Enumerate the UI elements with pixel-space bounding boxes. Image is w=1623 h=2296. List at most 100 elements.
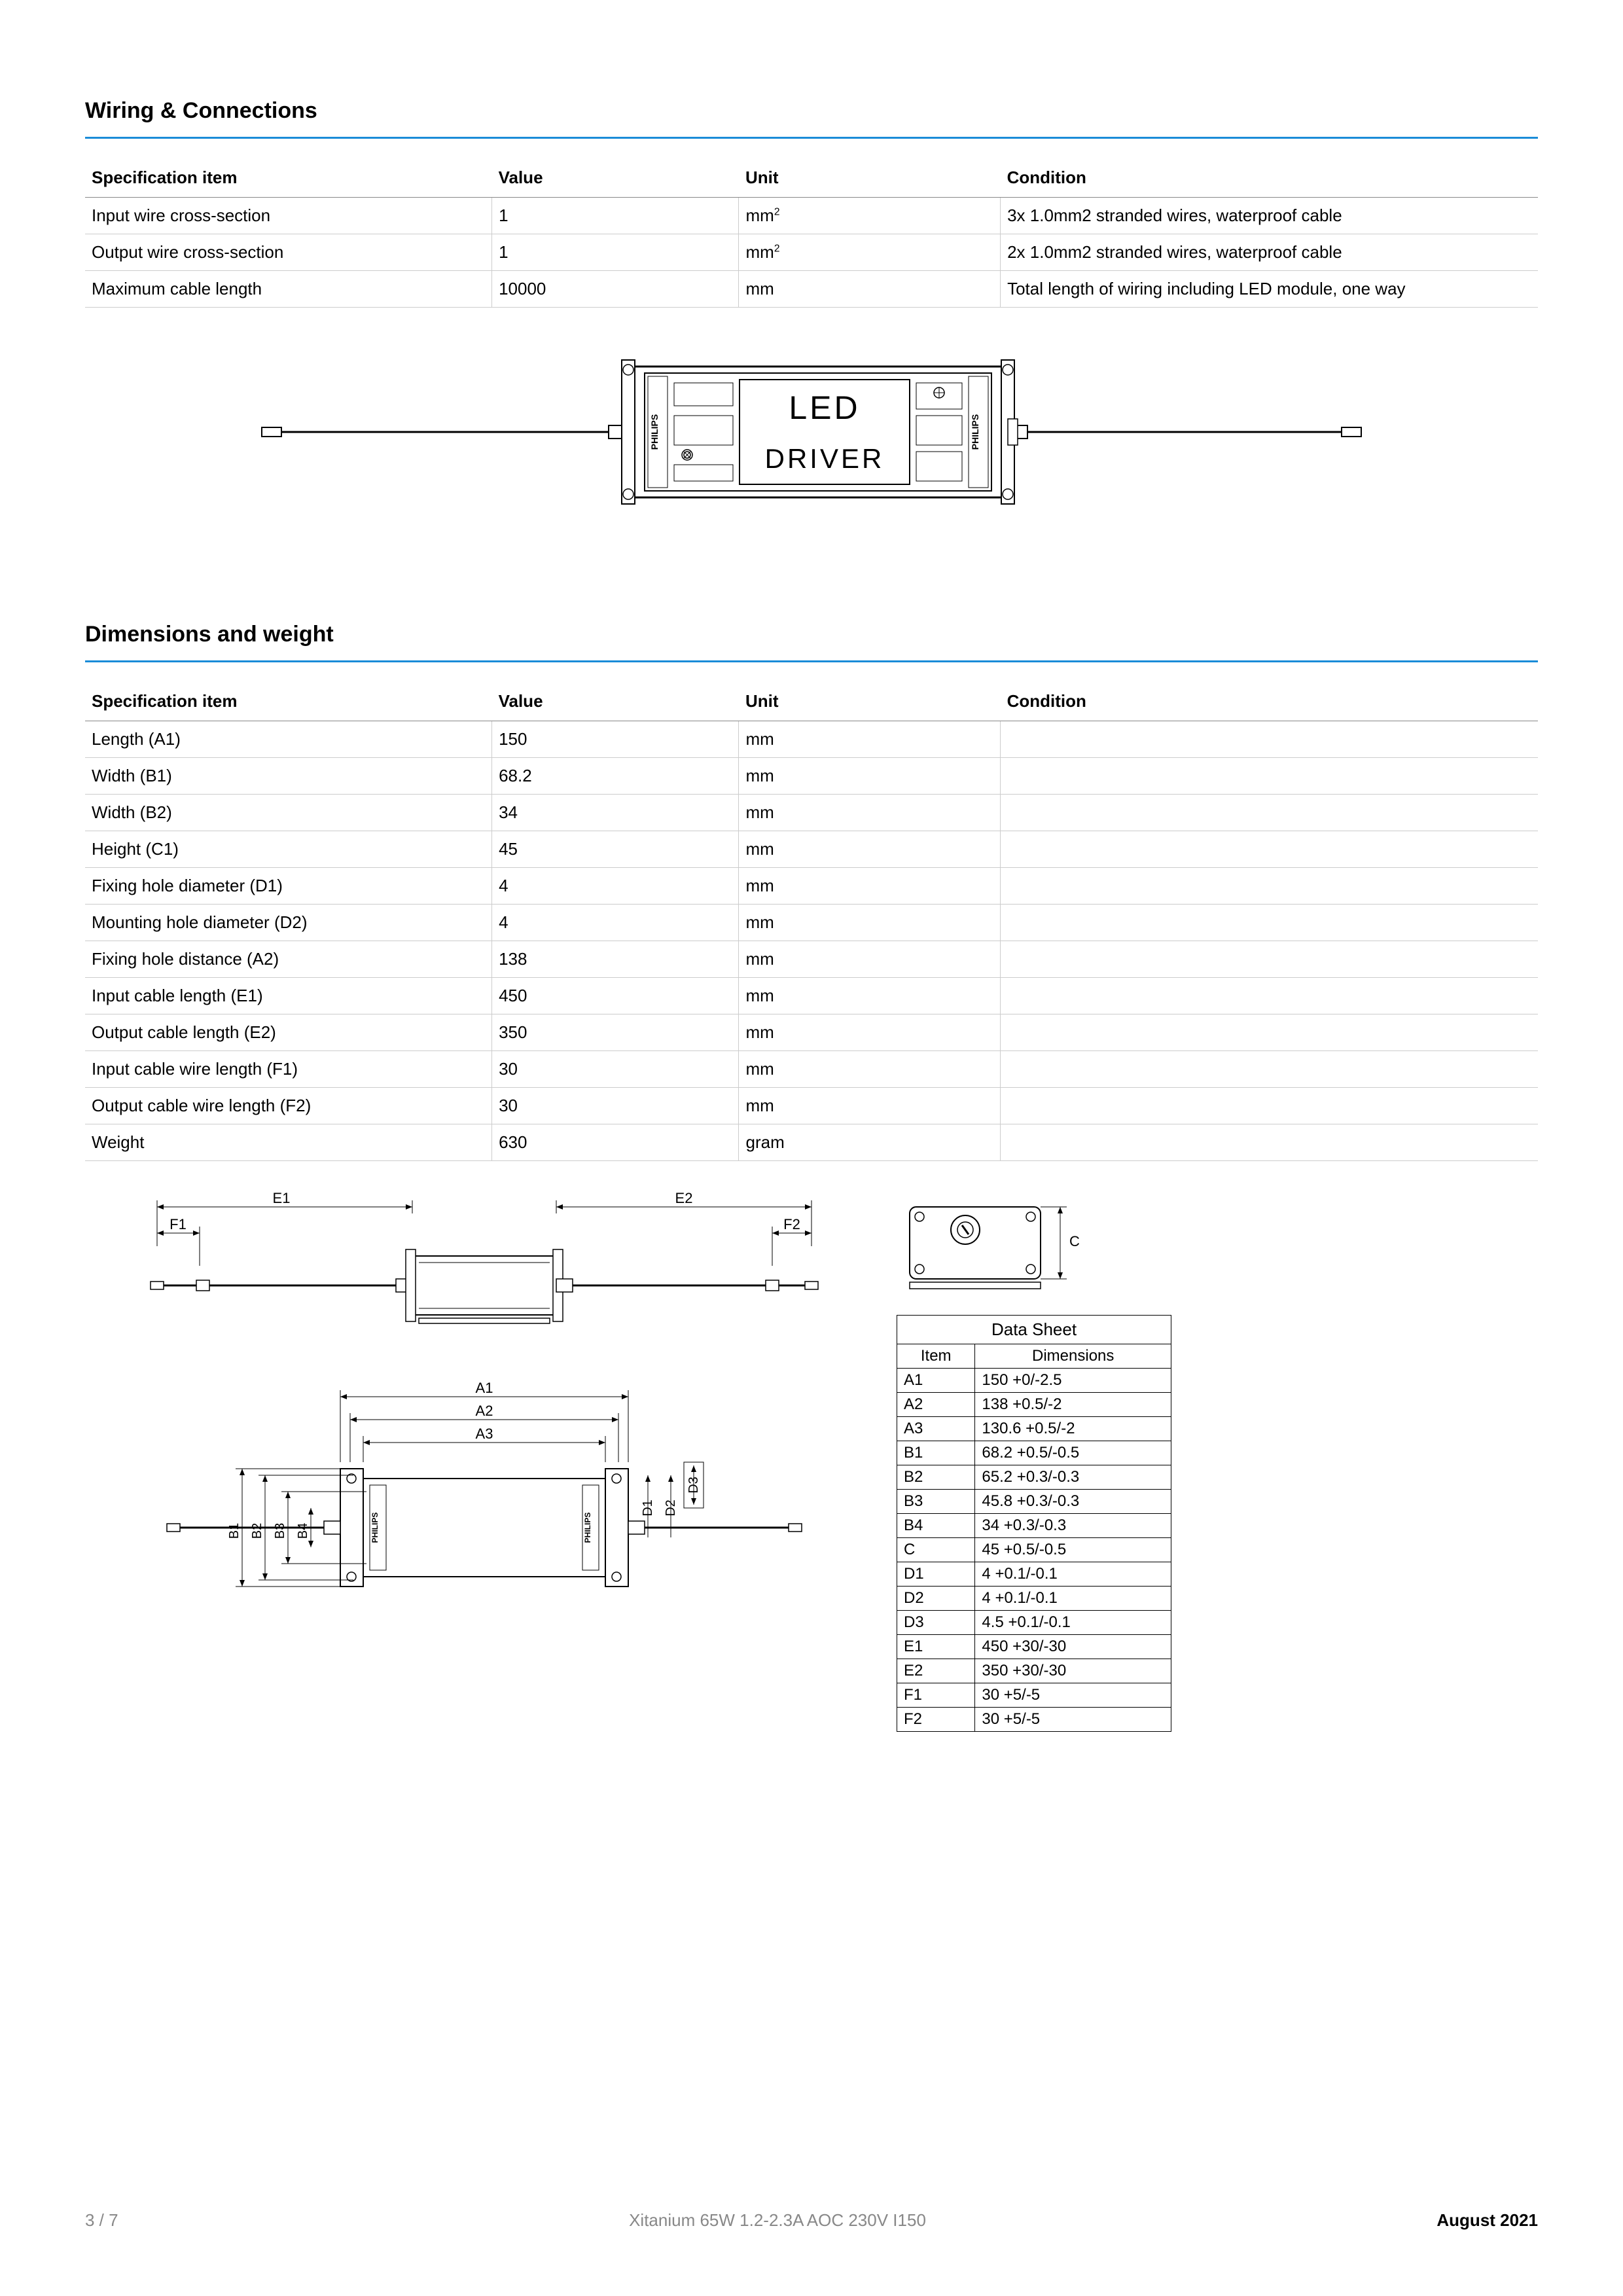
cell-unit: mm	[739, 868, 1001, 905]
label-led: LED	[789, 389, 860, 426]
cell-value: 30	[492, 1051, 739, 1088]
table-row: B345.8 +0.3/-0.3	[897, 1490, 1171, 1514]
ds-item: E1	[897, 1635, 975, 1659]
cell-value: 450	[492, 978, 739, 1014]
ds-item: A2	[897, 1393, 975, 1417]
brand-right: PHILIPS	[970, 414, 980, 450]
ds-th-item: Item	[897, 1344, 975, 1369]
dim-table: Specification item Value Unit Condition …	[85, 682, 1538, 1161]
table-row: Maximum cable length10000mmTotal length …	[85, 271, 1538, 308]
ds-dim: 138 +0.5/-2	[975, 1393, 1171, 1417]
svg-text:F1: F1	[169, 1216, 187, 1232]
table-row: Output cable wire length (F2)30mm	[85, 1088, 1538, 1124]
table-row: Output cable length (E2)350mm	[85, 1014, 1538, 1051]
ds-item: F1	[897, 1683, 975, 1708]
table-row: A3130.6 +0.5/-2	[897, 1417, 1171, 1441]
svg-text:A1: A1	[476, 1380, 493, 1396]
cell-unit: mm	[739, 905, 1001, 941]
ds-dim: 68.2 +0.5/-0.5	[975, 1441, 1171, 1465]
table-row: Width (B2)34mm	[85, 795, 1538, 831]
cell-item: Width (B1)	[85, 758, 492, 795]
table-row: F230 +5/-5	[897, 1708, 1171, 1732]
cell-cond: 3x 1.0mm2 stranded wires, waterproof cab…	[1001, 198, 1538, 234]
cell-unit: gram	[739, 1124, 1001, 1161]
cell-unit: mm	[739, 1088, 1001, 1124]
svg-text:D1: D1	[641, 1499, 655, 1516]
ds-dim: 450 +30/-30	[975, 1635, 1171, 1659]
cell-item: Weight	[85, 1124, 492, 1161]
cell-unit: mm	[739, 1014, 1001, 1051]
cell-item: Maximum cable length	[85, 271, 492, 308]
svg-text:E1: E1	[273, 1190, 291, 1206]
cell-cond	[1001, 721, 1538, 758]
table-row: Mounting hole diameter (D2)4mm	[85, 905, 1538, 941]
table-row: D24 +0.1/-0.1	[897, 1587, 1171, 1611]
ds-item: C	[897, 1538, 975, 1562]
section-divider	[85, 137, 1538, 139]
cell-unit: mm	[739, 795, 1001, 831]
datasheet-table: Data Sheet Item Dimensions A1150 +0/-2.5…	[897, 1315, 1171, 1732]
svg-text:B3: B3	[273, 1523, 287, 1539]
cell-unit: mm	[739, 978, 1001, 1014]
th-unit: Unit	[739, 158, 1001, 198]
cell-item: Output wire cross-section	[85, 234, 492, 271]
svg-text:PHILIPS: PHILIPS	[370, 1513, 380, 1543]
cell-unit: mm	[739, 831, 1001, 868]
cell-value: 350	[492, 1014, 739, 1051]
cell-cond	[1001, 1014, 1538, 1051]
section-title: Wiring & Connections	[85, 98, 1538, 124]
table-row: Output wire cross-section1mm22x 1.0mm2 s…	[85, 234, 1538, 271]
cell-item: Fixing hole distance (A2)	[85, 941, 492, 978]
ds-item: B3	[897, 1490, 975, 1514]
cell-unit: mm	[739, 941, 1001, 978]
table-row: C45 +0.5/-0.5	[897, 1538, 1171, 1562]
page-footer: 3 / 7 Xitanium 65W 1.2-2.3A AOC 230V I15…	[85, 2210, 1538, 2231]
dimension-diagrams: E1 F1 E2 F2	[85, 1187, 1538, 1732]
cell-value: 630	[492, 1124, 739, 1161]
ds-item: B1	[897, 1441, 975, 1465]
cell-item: Fixing hole diameter (D1)	[85, 868, 492, 905]
ds-dim: 4 +0.1/-0.1	[975, 1562, 1171, 1587]
ds-item: F2	[897, 1708, 975, 1732]
table-row: Width (B1)68.2mm	[85, 758, 1538, 795]
ds-item: E2	[897, 1659, 975, 1683]
section-dimensions: Dimensions and weight Specification item…	[85, 622, 1538, 1161]
section-wiring: Wiring & Connections Specification item …	[85, 98, 1538, 308]
table-row: D14 +0.1/-0.1	[897, 1562, 1171, 1587]
ds-dim: 65.2 +0.3/-0.3	[975, 1465, 1171, 1490]
ds-dim: 4.5 +0.1/-0.1	[975, 1611, 1171, 1635]
side-view-diagram: E1 F1 E2 F2	[85, 1187, 870, 1351]
ds-item: B4	[897, 1514, 975, 1538]
ds-th-dim: Dimensions	[975, 1344, 1171, 1369]
cell-value: 10000	[492, 271, 739, 308]
table-row: B168.2 +0.5/-0.5	[897, 1441, 1171, 1465]
table-row: Fixing hole distance (A2)138mm	[85, 941, 1538, 978]
svg-text:D2: D2	[664, 1499, 678, 1516]
svg-text:PHILIPS: PHILIPS	[583, 1513, 592, 1543]
ds-dim: 34 +0.3/-0.3	[975, 1514, 1171, 1538]
th-item: Specification item	[85, 682, 492, 721]
cell-value: 138	[492, 941, 739, 978]
cell-item: Mounting hole diameter (D2)	[85, 905, 492, 941]
led-driver-diagram: PHILIPS PHILIPS LED DRIVER	[85, 347, 1538, 517]
table-row: Fixing hole diameter (D1)4mm	[85, 868, 1538, 905]
cell-item: Height (C1)	[85, 831, 492, 868]
cell-item: Width (B2)	[85, 795, 492, 831]
section-title: Dimensions and weight	[85, 622, 1538, 647]
top-view-diagram: A1 A2 A3 PHIL	[85, 1374, 870, 1649]
ds-item: B2	[897, 1465, 975, 1490]
cell-value: 4	[492, 868, 739, 905]
svg-text:B1: B1	[227, 1523, 241, 1539]
footer-product: Xitanium 65W 1.2-2.3A AOC 230V I150	[629, 2210, 926, 2231]
ds-item: D3	[897, 1611, 975, 1635]
end-view-diagram: C	[897, 1187, 1093, 1305]
th-cond: Condition	[1001, 158, 1538, 198]
table-row: B434 +0.3/-0.3	[897, 1514, 1171, 1538]
table-row: E2350 +30/-30	[897, 1659, 1171, 1683]
th-item: Specification item	[85, 158, 492, 198]
ds-item: D2	[897, 1587, 975, 1611]
cell-item: Input cable length (E1)	[85, 978, 492, 1014]
ds-dim: 130.6 +0.5/-2	[975, 1417, 1171, 1441]
ds-item: A1	[897, 1369, 975, 1393]
table-row: Weight630gram	[85, 1124, 1538, 1161]
